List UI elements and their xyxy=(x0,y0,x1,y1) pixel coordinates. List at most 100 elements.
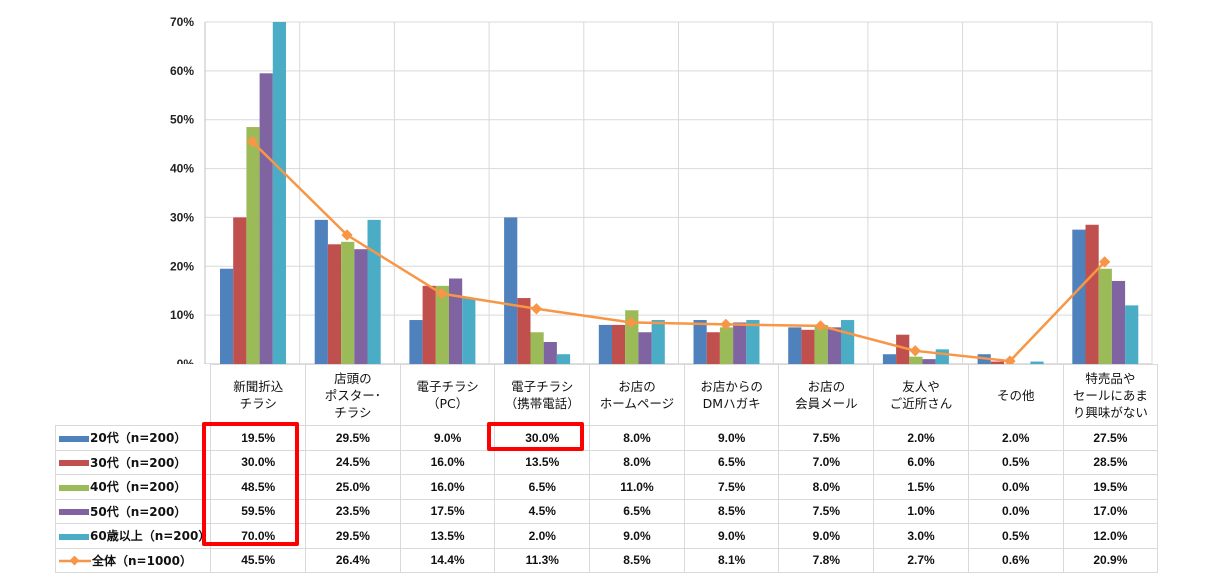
table-cell: 9.0% xyxy=(683,425,780,451)
y-tick-label: 50% xyxy=(170,113,194,127)
table-cell: 7.5% xyxy=(683,474,780,500)
legend-entry: 全体（n=1000） xyxy=(54,547,212,573)
table-cell: 59.5% xyxy=(210,498,307,524)
bar-2-9 xyxy=(1098,268,1112,364)
table-cell: 29.5% xyxy=(305,523,401,549)
total-marker-6 xyxy=(814,320,827,332)
category-label: お店の ホームページ xyxy=(589,364,685,426)
chart-plot: 0% 10% 20% 30% 40% 50% 60% 70% xyxy=(170,15,1153,364)
category-label: お店の 会員メール xyxy=(778,364,875,426)
bar-2-7 xyxy=(909,356,923,364)
table-cell: 2.0% xyxy=(494,523,591,549)
table-cell: 6.5% xyxy=(683,449,780,475)
bar-0-6 xyxy=(788,327,802,364)
bar-0-9 xyxy=(1072,229,1086,364)
total-marker-9 xyxy=(1098,256,1111,268)
bar-0-1 xyxy=(314,219,328,364)
table-cell: 11.3% xyxy=(494,547,591,573)
table-row: 50代（n=200） 59.5% 23.5% 17.5% 4.5% 6.5% 8.5% 7.5… xyxy=(54,498,1159,524)
bar-0-4 xyxy=(598,324,612,364)
table-cell: 20.9% xyxy=(1062,547,1159,573)
bar-3-5 xyxy=(733,322,747,364)
bar-0-2 xyxy=(409,320,423,364)
bar-2-3 xyxy=(530,332,544,364)
bar-4-0 xyxy=(272,22,286,364)
bar-1-7 xyxy=(896,334,910,364)
legend-entry: 60歳以上（n=200） xyxy=(54,523,212,549)
table-cell: 0.6% xyxy=(967,547,1064,573)
bar-0-0 xyxy=(220,268,234,364)
bar-3-6 xyxy=(827,327,841,364)
bar-0-7 xyxy=(882,354,897,364)
table-cell: 19.5% xyxy=(1062,474,1159,500)
table-cell: 2.7% xyxy=(873,547,969,573)
table-cell: 7.5% xyxy=(778,425,875,451)
table-cell: 1.5% xyxy=(873,474,969,500)
table-cell: 0.0% xyxy=(967,498,1064,524)
category-label: 特売品や セールにあま り興味がない xyxy=(1062,364,1159,426)
bar-4-9 xyxy=(1125,305,1139,364)
table-cell: 9.0% xyxy=(683,523,780,549)
series-name: 20代（n=200） xyxy=(90,431,187,446)
table-cell: 11.0% xyxy=(589,474,685,500)
legend-entry: 50代（n=200） xyxy=(54,498,212,524)
table-cell: 14.4% xyxy=(399,547,496,573)
bar-1-0 xyxy=(233,217,247,364)
bar-3-9 xyxy=(1111,280,1126,364)
table-cell: 28.5% xyxy=(1062,449,1159,475)
table-row: 40代（n=200） 48.5% 25.0% 16.0% 6.5% 11.0% 7.5% 8.… xyxy=(54,474,1159,500)
table-cell: 45.5% xyxy=(210,547,307,573)
table-cell: 4.5% xyxy=(494,498,591,524)
bar-1-8 xyxy=(990,361,1004,364)
y-tick-label: 20% xyxy=(170,259,194,273)
bar-4-2 xyxy=(462,298,476,364)
category-label: その他 xyxy=(967,364,1064,426)
bar-1-4 xyxy=(612,324,626,364)
table-cell: 29.5% xyxy=(305,425,401,451)
bar-4-8 xyxy=(1030,361,1044,364)
series-name: 40代（n=200） xyxy=(90,480,187,495)
table-cell: 17.5% xyxy=(399,498,496,524)
highlight-box-mobile-flyer xyxy=(487,422,584,451)
bar-0-3 xyxy=(504,217,518,364)
legend-swatch-icon xyxy=(59,533,89,540)
table-cell: 8.1% xyxy=(683,547,780,573)
table-cell: 6.0% xyxy=(873,449,969,475)
table-cell: 0.0% xyxy=(967,474,1064,500)
table-cell: 24.5% xyxy=(305,449,401,475)
bar-4-3 xyxy=(556,354,571,364)
table-cell: 2.0% xyxy=(967,425,1064,451)
category-label: 電子チラシ （PC） xyxy=(399,364,496,426)
bar-3-4 xyxy=(638,332,652,364)
legend-swatch-icon xyxy=(59,435,89,442)
table-cell: 25.0% xyxy=(305,474,401,500)
bar-1-6 xyxy=(801,329,815,364)
table-cell: 8.0% xyxy=(589,449,685,475)
bar-4-6 xyxy=(841,320,855,364)
table-cell: 7.8% xyxy=(778,547,875,573)
total-marker-3 xyxy=(530,303,543,315)
total-marker-4 xyxy=(625,316,637,329)
table-cell: 8.5% xyxy=(589,547,685,573)
table-cell: 30.0% xyxy=(494,425,591,451)
table-cell: 6.5% xyxy=(494,474,591,500)
table-cell: 0.5% xyxy=(967,523,1064,549)
bar-1-1 xyxy=(327,244,342,364)
table-cell: 0.5% xyxy=(967,449,1064,475)
table-cell: 27.5% xyxy=(1062,425,1159,451)
legend-swatch-icon xyxy=(59,484,89,491)
table-cell: 9.0% xyxy=(399,425,496,451)
y-tick-label: 30% xyxy=(170,210,194,224)
bar-4-4 xyxy=(651,320,665,364)
bar-3-2 xyxy=(449,278,463,364)
bar-4-5 xyxy=(746,320,760,364)
bar-1-5 xyxy=(706,332,720,364)
bar-2-6 xyxy=(814,324,828,364)
category-label: 電子チラシ （携帯電話） xyxy=(494,364,591,426)
table-cell: 1.0% xyxy=(873,498,969,524)
category-label: お店からの DMハガキ xyxy=(683,364,780,426)
table-cell: 6.5% xyxy=(589,498,685,524)
table-cell: 23.5% xyxy=(305,498,401,524)
total-marker-8 xyxy=(1004,355,1016,364)
table-cell: 7.5% xyxy=(778,498,875,524)
